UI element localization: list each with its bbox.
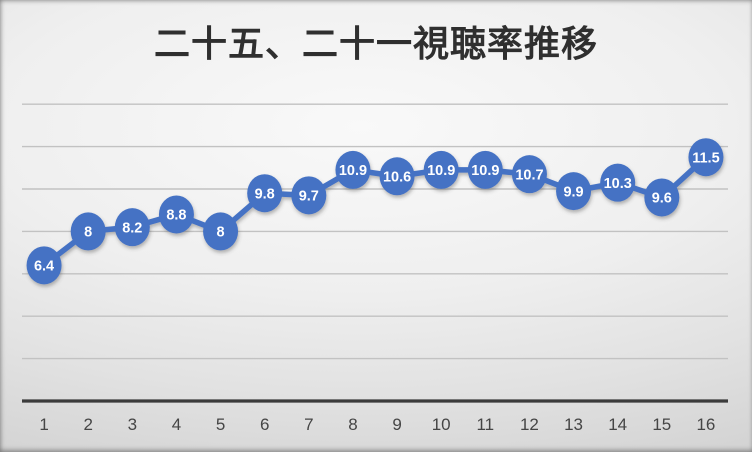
data-point-label: 8 [217,225,225,241]
data-point-marker [379,157,415,196]
data-point-label: 10.9 [339,163,367,179]
data-point: 10.9 [467,150,503,189]
data-point-label: 10.3 [604,176,632,192]
data-point: 8 [70,212,106,251]
data-point-marker [247,174,283,213]
data-point-marker [26,246,62,285]
data-series: 6.4 8 8.2 8.8 8 9.8 9.7 10.9 10.6 10.9 10.9 10.7 9.9… [26,138,724,285]
x-tick-label: 14 [608,415,627,434]
data-point-marker [511,155,547,194]
x-tick-label: 4 [172,415,181,434]
data-point-label: 8.8 [166,208,186,224]
x-tick-label: 7 [304,415,313,434]
data-point-marker [291,176,327,215]
data-point-marker [688,138,724,177]
data-point: 10.9 [423,150,459,189]
data-point-marker [644,178,680,217]
data-point: 10.7 [511,155,547,194]
data-point: 9.8 [247,174,283,213]
x-tick-label: 3 [128,415,137,434]
x-tick-label: 15 [652,415,671,434]
data-point-label: 10.9 [471,163,499,179]
data-point-label: 10.6 [383,170,411,186]
data-point-label: 8.2 [122,220,142,236]
x-tick-label: 16 [696,415,715,434]
data-point-marker [203,212,239,251]
data-point-label: 10.7 [515,167,543,183]
x-tick-label: 10 [432,415,451,434]
x-tick-label: 12 [520,415,539,434]
chart-title: 二十五、二十一視聴率推移 [153,23,598,64]
data-point: 11.5 [688,138,724,177]
data-point-label: 11.5 [692,150,719,166]
data-point-marker [467,150,503,189]
x-tick-label: 2 [83,415,92,434]
data-point-label: 9.6 [652,191,672,207]
data-point-marker [114,208,150,247]
data-point-marker [158,195,194,234]
x-tick-label: 9 [392,415,401,434]
x-tick-label: 1 [39,415,48,434]
data-point-label: 10.9 [427,163,455,179]
data-point-label: 9.7 [299,189,319,205]
data-point-marker [600,163,636,202]
x-tick-label: 6 [260,415,269,434]
x-axis-tick-labels: 1 2 3 4 5 6 7 8 9 10 11 12 13 14 15 16 [39,415,715,434]
data-point-label: 9.8 [255,186,275,202]
data-point: 8.2 [114,208,150,247]
x-tick-label: 11 [476,415,494,434]
x-tick-label: 13 [564,415,583,434]
data-point-marker [335,150,371,189]
data-point: 8 [203,212,239,251]
x-tick-label: 8 [348,415,357,434]
data-point-label: 8 [84,225,92,241]
series-line [41,154,709,269]
data-point: 10.9 [335,150,371,189]
data-point: 9.7 [291,176,327,215]
data-point: 10.6 [379,157,415,196]
data-point: 9.6 [644,178,680,217]
data-point-marker [70,212,106,251]
data-point-marker [423,150,459,189]
data-point: 10.3 [600,163,636,202]
x-tick-label: 5 [216,415,225,434]
data-point-marker [556,172,592,211]
data-point: 6.4 [26,246,62,285]
data-point-label: 6.4 [34,259,54,275]
data-point: 9.9 [556,172,592,211]
data-point-label: 9.9 [563,184,583,200]
data-point: 8.8 [158,195,194,234]
